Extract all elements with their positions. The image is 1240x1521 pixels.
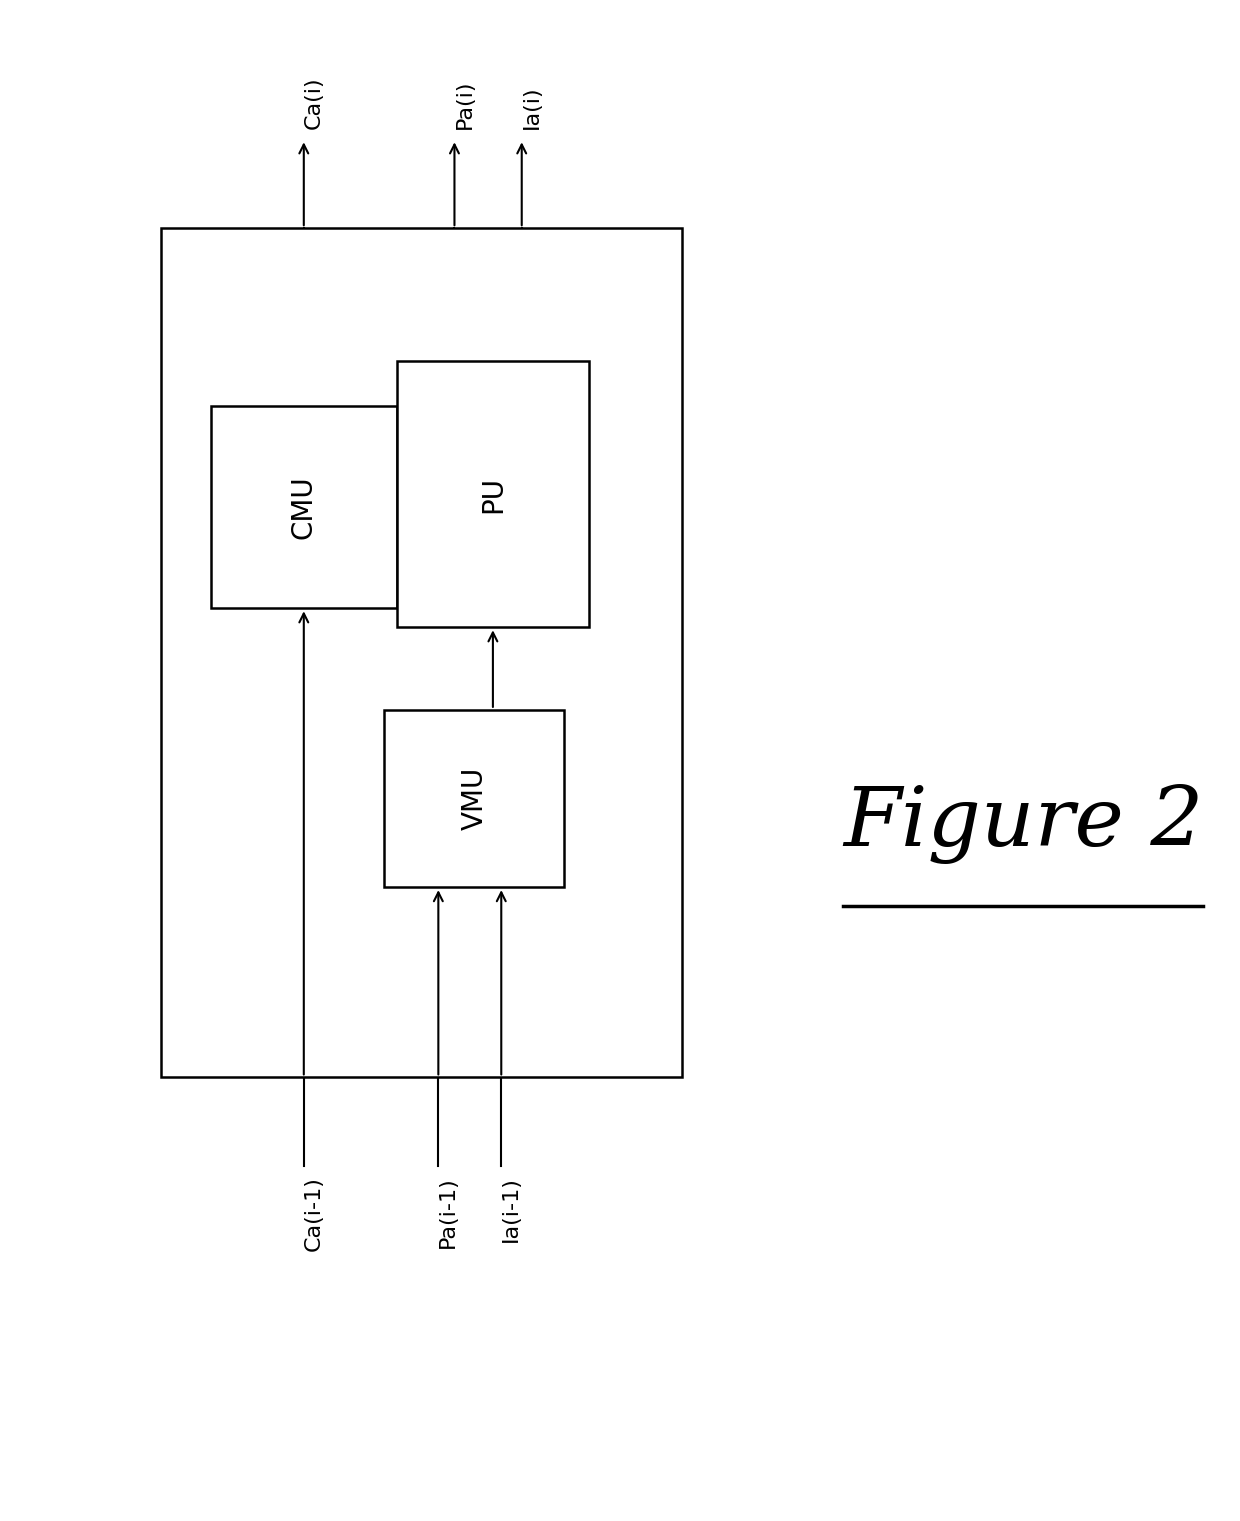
Text: Pa(i): Pa(i) bbox=[454, 79, 475, 129]
Text: Ca(i): Ca(i) bbox=[304, 76, 324, 129]
Bar bbox=[211, 406, 397, 608]
Text: Pa(i-1): Pa(i-1) bbox=[438, 1176, 459, 1249]
Bar bbox=[384, 710, 564, 887]
Text: VMU: VMU bbox=[460, 767, 489, 830]
Text: Figure 2: Figure 2 bbox=[843, 783, 1204, 864]
Text: Ca(i-1): Ca(i-1) bbox=[304, 1176, 324, 1252]
Text: CMU: CMU bbox=[290, 475, 317, 538]
Text: PU: PU bbox=[479, 476, 507, 513]
Text: Ia(i-1): Ia(i-1) bbox=[501, 1176, 521, 1243]
Bar bbox=[161, 228, 682, 1077]
Bar bbox=[397, 360, 589, 627]
Text: Ia(i): Ia(i) bbox=[522, 85, 542, 129]
